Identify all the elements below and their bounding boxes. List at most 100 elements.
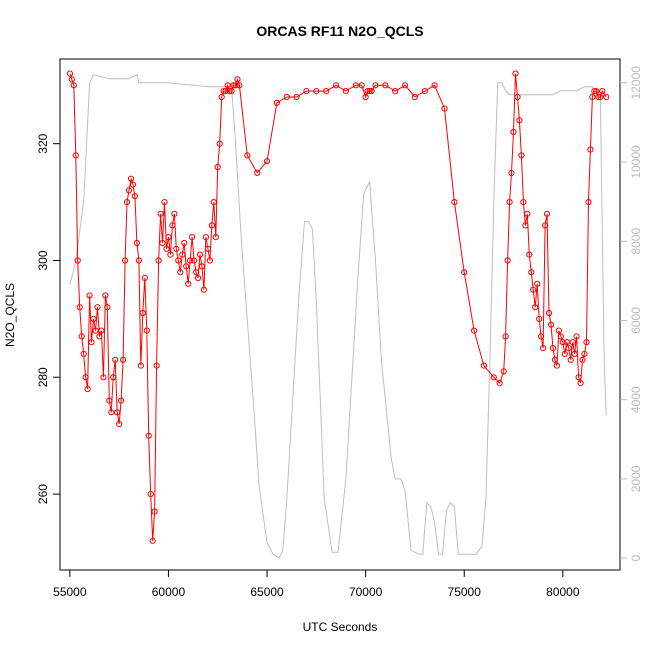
x-tick-label: 55000 [53,585,87,599]
data-point [204,245,211,252]
data-point [571,350,578,357]
y2-tick-label: 8000 [629,228,643,255]
data-point [532,304,539,311]
data-point [536,315,543,322]
data-point [230,82,237,89]
data-point [362,93,369,101]
data-point [181,239,188,247]
data-point [208,222,215,229]
data-point [194,274,202,282]
data-point [143,327,150,334]
data-point [200,286,207,293]
data-point [123,199,131,206]
data-point [171,210,178,217]
data-point [565,345,572,352]
data-point [133,239,140,247]
data-point [220,88,227,95]
y2-tick-label: 0 [629,554,643,561]
data-point [366,88,373,95]
data-point [581,350,588,357]
data-point [372,82,379,89]
data-point [66,70,74,77]
data-point [263,158,271,165]
data-point [139,309,146,317]
data-point [173,245,180,252]
data-point [84,385,91,393]
data-point [254,169,261,176]
data-point [244,152,251,159]
data-point [603,93,610,101]
data-point [549,345,557,352]
data-point [127,175,135,182]
data-point [108,409,115,416]
y-axis-label: N2O_QCLS [3,283,17,347]
data-point [595,93,602,101]
x-tick-label: 65000 [250,585,284,599]
data-point [96,333,103,340]
data-point [528,269,535,276]
data-point [131,193,138,200]
data-point [538,333,545,340]
data-point [116,420,123,428]
data-point [411,93,418,101]
data-point [216,140,223,147]
data-point [82,374,89,381]
data-point [431,82,438,89]
data-point [520,199,527,206]
data-point [88,339,95,346]
plot-area [66,70,610,559]
data-point [358,82,365,89]
data-point [153,362,160,369]
data-point [557,333,564,340]
data-point [212,234,219,241]
data-point [151,508,158,515]
data-point [70,82,77,89]
data-point [273,99,280,106]
data-point [129,181,137,188]
chart-title: ORCAS RF11 N2O_QCLS [256,23,423,39]
data-point [191,257,198,264]
data-point [402,82,409,89]
data-point [555,327,563,334]
series-line-secondary [69,74,607,559]
data-point [441,105,448,112]
data-point [161,199,168,206]
data-point [98,327,105,334]
data-point [114,409,121,416]
data-point [545,309,553,317]
y-tick-label: 300 [36,250,50,270]
data-point [104,304,111,311]
data-point [78,333,85,340]
data-point [202,234,209,241]
data-point [542,222,549,229]
data-point [502,333,509,340]
data-point [147,491,154,498]
data-point [94,304,101,311]
data-point [90,315,97,322]
series-line-primary [69,73,607,541]
data-point [524,210,531,217]
data-point [461,269,468,276]
y-tick-label: 260 [36,484,50,504]
data-point [421,88,428,95]
data-point [333,82,340,89]
data-point [506,199,513,206]
data-point [92,327,99,334]
data-point [232,82,239,89]
data-point [159,239,166,247]
data-point [547,321,555,328]
data-point [583,339,590,346]
data-point [563,339,570,346]
y2-tick-label: 12000 [629,66,643,100]
data-point [342,88,349,95]
data-point [100,374,107,381]
y-tick-label: 320 [36,133,50,153]
data-point [141,274,148,282]
data-point [551,356,559,363]
data-point [597,93,604,101]
data-point [508,169,515,176]
y2-tick-label: 10000 [629,145,643,179]
data-point [293,93,300,101]
data-point [496,380,503,387]
data-point [234,76,241,83]
